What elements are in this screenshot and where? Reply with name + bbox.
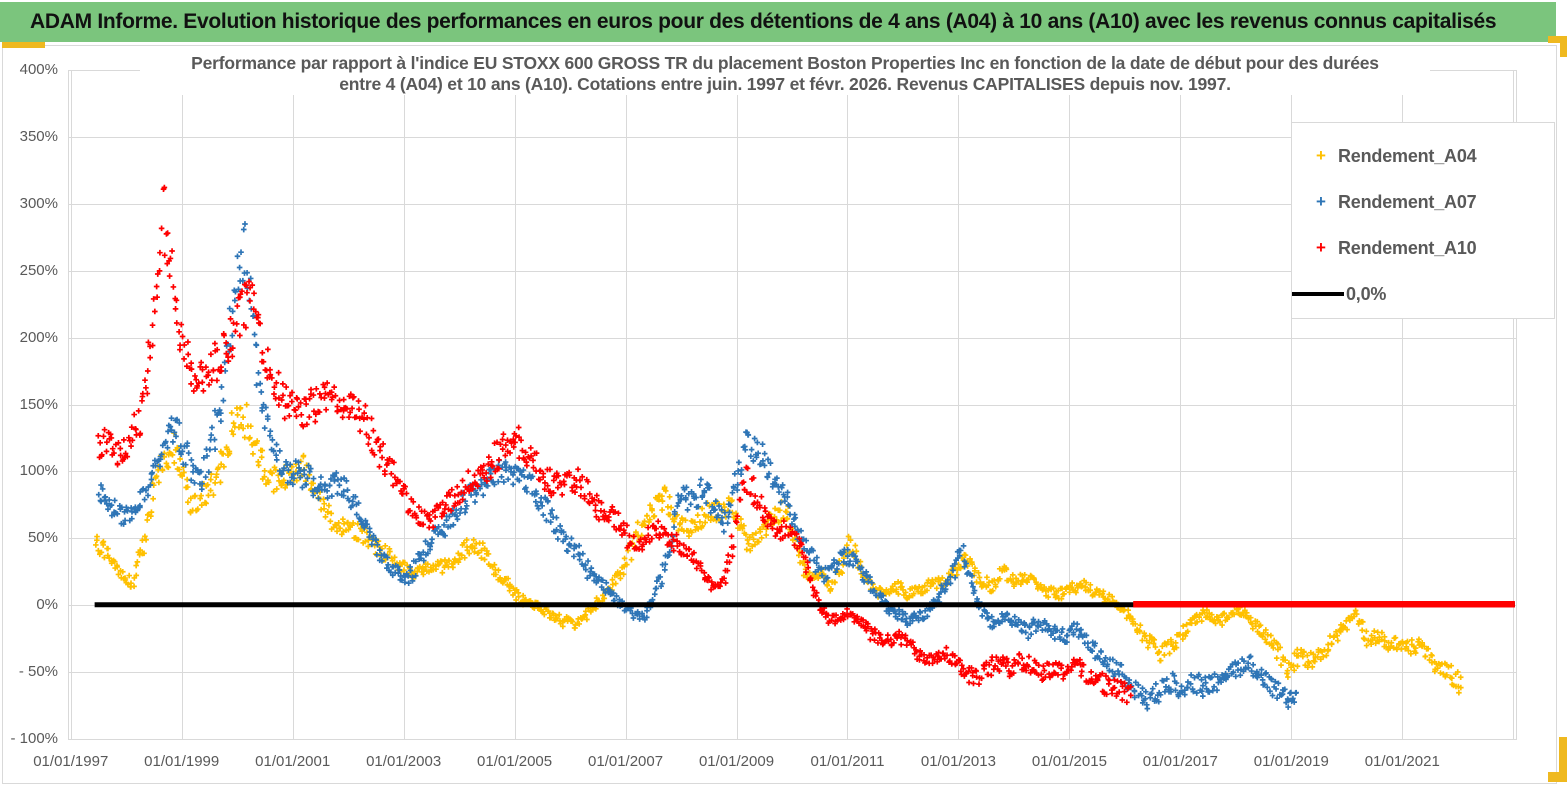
accent-bottom-right-v — [1559, 737, 1567, 782]
chart-legend: + Rendement_A04 + Rendement_A07 + Rendement_A… — [1291, 122, 1555, 319]
legend-item: + Rendement_A04 — [1292, 133, 1554, 179]
y-axis-tick-label: 100% — [19, 462, 58, 480]
legend-label: Rendement_A10 — [1338, 237, 1477, 258]
y-axis-tick-label: - 50% — [18, 663, 58, 681]
x-axis-tick-label: 01/01/2013 — [920, 753, 996, 770]
x-axis-tick-label: 01/01/1997 — [33, 753, 109, 770]
legend-label: Rendement_A04 — [1338, 145, 1477, 166]
report-title: ADAM Informe. Evolution historique des p… — [30, 10, 1497, 33]
legend-label: 0,0% — [1346, 283, 1387, 304]
plus-marker-icon: + — [1316, 146, 1326, 165]
x-axis-tick-label: 01/01/2003 — [366, 753, 442, 770]
chart-title: Performance par rapport à l'indice EU ST… — [140, 53, 1430, 95]
x-axis-tick-label: 01/01/2017 — [1142, 753, 1218, 770]
legend-label: Rendement_A07 — [1338, 191, 1477, 212]
legend-item: 0,0% — [1292, 271, 1554, 317]
accent-top-right-h — [1548, 36, 1567, 43]
y-axis-tick-label: 150% — [19, 395, 58, 413]
x-axis-tick-label: 01/01/2007 — [588, 753, 664, 770]
accent-top-right-v — [1560, 36, 1567, 57]
accent-bottom-right-h — [1548, 772, 1567, 782]
y-axis-tick-label: 250% — [19, 261, 58, 279]
y-axis-tick-label: 200% — [19, 328, 58, 346]
y-axis-tick-label: 400% — [19, 61, 58, 78]
legend-item: + Rendement_A07 — [1292, 179, 1554, 225]
x-axis-tick-label: 01/01/2011 — [810, 753, 885, 770]
accent-bottom-left — [2, 42, 45, 48]
x-axis-tick-label: 01/01/2019 — [1253, 753, 1329, 770]
plus-marker-icon: + — [1316, 192, 1326, 211]
x-axis-tick-label: 01/01/1999 — [144, 753, 220, 770]
x-axis-tick-label: 01/01/2015 — [1031, 753, 1107, 770]
plus-marker-icon: + — [1316, 238, 1326, 257]
legend-item: + Rendement_A10 — [1292, 225, 1554, 271]
zero-line-swatch — [1292, 292, 1344, 296]
x-axis-tick-label: 01/01/2001 — [255, 753, 331, 770]
x-axis-tick-label: 01/01/2021 — [1364, 753, 1440, 770]
y-axis-tick-label: 0% — [36, 596, 58, 614]
y-axis-tick-label: 50% — [27, 529, 58, 547]
y-axis-tick-label: - 100% — [10, 730, 58, 747]
x-axis-tick-label: 01/01/2009 — [698, 753, 775, 770]
chart-title-line1: Performance par rapport à l'indice EU ST… — [191, 53, 1379, 73]
y-axis-tick-label: 300% — [19, 194, 58, 212]
x-axis-tick-label: 01/01/2005 — [477, 753, 553, 770]
y-axis-tick-label: 350% — [19, 127, 58, 145]
chart-title-line2: entre 4 (A04) et 10 ans (A10). Cotations… — [339, 74, 1231, 94]
report-title-bar: ADAM Informe. Evolution historique des p… — [0, 2, 1556, 42]
